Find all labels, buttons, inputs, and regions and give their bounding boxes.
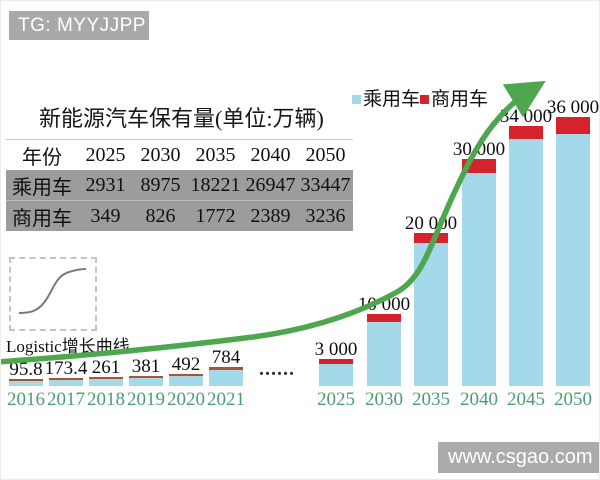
bar-value-label: 492 bbox=[171, 354, 201, 375]
bar-passenger-segment bbox=[367, 322, 401, 386]
bar-commercial-segment bbox=[556, 117, 590, 134]
bar-commercial-segment bbox=[367, 314, 401, 322]
bar-passenger-segment bbox=[9, 381, 43, 386]
bar-commercial-segment bbox=[169, 374, 203, 376]
bar-passenger-segment bbox=[169, 376, 203, 386]
x-axis-year-label: 2020 bbox=[167, 389, 205, 410]
bottom-watermark-text: www.csgao.com bbox=[448, 446, 593, 468]
bar-passenger-segment bbox=[129, 378, 163, 386]
bar-commercial-segment bbox=[209, 367, 243, 370]
bar-value-label: 261 bbox=[91, 357, 121, 378]
x-axis-year-label: 2030 bbox=[365, 389, 403, 410]
bar-passenger-segment bbox=[414, 243, 448, 386]
bar-passenger-segment bbox=[556, 134, 590, 386]
bar-commercial-segment bbox=[9, 379, 43, 381]
bar-passenger-segment bbox=[509, 139, 543, 386]
bar-value-label: 381 bbox=[131, 356, 161, 377]
x-axis-year-label: 2045 bbox=[507, 389, 545, 410]
bar-commercial-segment bbox=[129, 376, 163, 378]
bar-value-label: 784 bbox=[211, 347, 241, 368]
bar-passenger-segment bbox=[319, 364, 353, 386]
bar-passenger-segment bbox=[209, 370, 243, 386]
bottom-watermark: www.csgao.com bbox=[438, 442, 599, 473]
x-axis-year-label: 2050 bbox=[554, 389, 592, 410]
x-axis-year-label: 2021 bbox=[207, 389, 245, 410]
x-axis-year-label: 2016 bbox=[7, 389, 45, 410]
bar-commercial-segment bbox=[462, 159, 496, 173]
bar-passenger-segment bbox=[89, 379, 123, 386]
x-axis-year-label: 2018 bbox=[87, 389, 125, 410]
bar-value-label: 20 000 bbox=[404, 213, 458, 234]
bar-commercial-segment bbox=[49, 378, 83, 380]
bar-commercial-segment bbox=[509, 126, 543, 139]
bar-passenger-segment bbox=[49, 380, 83, 386]
x-axis-year-label: 2017 bbox=[47, 389, 85, 410]
bar-value-label: 34 000 bbox=[499, 106, 553, 127]
bar-value-label: 36 000 bbox=[546, 97, 600, 118]
bar-commercial-segment bbox=[414, 233, 448, 243]
bar-value-label: 10 000 bbox=[357, 294, 411, 315]
axis-gap-ellipsis: ...... bbox=[259, 358, 295, 380]
bar-commercial-segment bbox=[89, 377, 123, 379]
bar-value-label: 3 000 bbox=[314, 339, 358, 360]
bar-value-label: 30 000 bbox=[452, 139, 506, 160]
top-watermark-text: TG: MYYJJPP bbox=[18, 14, 146, 36]
bar-value-label: 95.8 bbox=[9, 359, 43, 380]
x-axis-year-label: 2025 bbox=[317, 389, 355, 410]
top-watermark: TG: MYYJJPP bbox=[9, 11, 149, 40]
x-axis-year-label: 2035 bbox=[412, 389, 450, 410]
x-axis-year-label: 2040 bbox=[460, 389, 498, 410]
x-axis-year-label: 2019 bbox=[127, 389, 165, 410]
bar-value-label: 173.4 bbox=[44, 358, 88, 379]
bar-passenger-segment bbox=[462, 173, 496, 386]
